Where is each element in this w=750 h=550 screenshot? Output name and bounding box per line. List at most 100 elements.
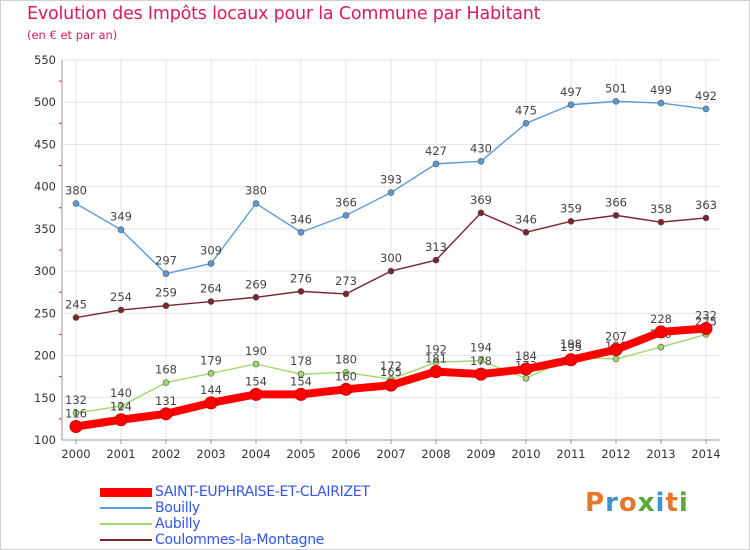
data-label-bouilly: 430 — [470, 141, 492, 155]
data-label-aubilly: 168 — [155, 363, 177, 377]
data-point-coulommes-la-montagne — [252, 293, 260, 301]
x-tick-label: 2005 — [286, 447, 315, 461]
data-point-coulommes-la-montagne — [522, 228, 530, 236]
y-tick-label: 150 — [34, 391, 56, 405]
data-point-bouilly — [387, 189, 395, 196]
data-label-aubilly: 178 — [290, 354, 312, 368]
legend-label: Coulommes-la-Montagne — [155, 532, 325, 548]
x-tick-label: 2009 — [466, 447, 495, 461]
data-label-aubilly: 198 — [560, 337, 582, 351]
data-label-bouilly: 349 — [110, 210, 132, 224]
data-point-coulommes-la-montagne — [207, 298, 215, 305]
data-label-coulommes-la-montagne: 276 — [290, 271, 312, 285]
data-label-bouilly: 497 — [560, 85, 582, 99]
y-tick-label: 250 — [34, 306, 56, 320]
data-point-saint-euphraise-et-clairizet — [114, 413, 128, 427]
proxiti-logo: Proxiti — [585, 488, 689, 518]
data-label-aubilly: 179 — [200, 353, 222, 367]
data-label-saint-euphraise-et-clairizet: 116 — [65, 406, 87, 420]
data-point-bouilly — [72, 200, 80, 207]
data-label-bouilly: 309 — [200, 244, 222, 258]
data-label-bouilly: 492 — [695, 89, 717, 103]
x-tick-label: 2002 — [151, 447, 180, 461]
data-label-bouilly: 380 — [65, 184, 87, 198]
x-tick-label: 2010 — [511, 447, 540, 461]
data-point-bouilly — [657, 99, 665, 107]
data-label-coulommes-la-montagne: 245 — [65, 298, 87, 312]
data-point-saint-euphraise-et-clairizet — [474, 367, 488, 381]
data-point-saint-euphraise-et-clairizet — [69, 419, 83, 433]
data-label-bouilly: 499 — [650, 83, 672, 97]
data-point-aubilly — [72, 409, 80, 417]
data-label-saint-euphraise-et-clairizet: 207 — [605, 330, 627, 344]
data-point-coulommes-la-montagne — [432, 256, 440, 264]
data-point-bouilly — [117, 226, 125, 234]
data-label-aubilly: 180 — [335, 352, 357, 366]
data-label-bouilly: 393 — [380, 173, 402, 187]
data-label-aubilly: 132 — [65, 393, 87, 407]
y-tick-label: 450 — [34, 137, 56, 151]
data-point-aubilly — [117, 402, 125, 410]
data-label-saint-euphraise-et-clairizet: 131 — [155, 394, 177, 408]
data-label-saint-euphraise-et-clairizet: 154 — [245, 374, 267, 388]
data-point-saint-euphraise-et-clairizet — [294, 387, 308, 401]
data-point-bouilly — [432, 160, 440, 168]
data-label-bouilly: 475 — [515, 103, 537, 117]
legend-label: SAINT-EUPHRAISE-ET-CLAIRIZET — [155, 484, 370, 500]
data-point-saint-euphraise-et-clairizet — [204, 396, 218, 410]
data-point-coulommes-la-montagne — [702, 214, 710, 222]
data-point-bouilly — [342, 212, 350, 219]
data-point-bouilly — [207, 260, 215, 267]
data-point-saint-euphraise-et-clairizet — [429, 365, 443, 379]
data-point-coulommes-la-montagne — [342, 290, 350, 298]
x-tick-label: 2003 — [196, 447, 225, 461]
data-point-bouilly — [702, 105, 710, 113]
data-label-coulommes-la-montagne: 254 — [110, 290, 132, 304]
x-tick-label: 2014 — [691, 447, 720, 461]
data-label-coulommes-la-montagne: 369 — [470, 193, 492, 207]
data-point-bouilly — [612, 98, 620, 105]
data-point-aubilly — [477, 357, 485, 364]
data-point-coulommes-la-montagne — [567, 217, 575, 225]
y-tick-label: 300 — [34, 264, 56, 278]
data-point-bouilly — [477, 158, 485, 165]
data-label-saint-euphraise-et-clairizet: 154 — [290, 374, 312, 388]
legend-label: Aubilly — [155, 516, 201, 532]
data-point-bouilly — [162, 270, 170, 277]
data-label-saint-euphraise-et-clairizet: 178 — [470, 354, 492, 368]
data-label-coulommes-la-montagne: 366 — [605, 195, 627, 209]
data-label-saint-euphraise-et-clairizet: 124 — [110, 400, 132, 414]
data-point-coulommes-la-montagne — [162, 302, 170, 310]
data-point-coulommes-la-montagne — [387, 267, 395, 275]
data-label-saint-euphraise-et-clairizet: 184 — [515, 349, 537, 363]
data-point-saint-euphraise-et-clairizet — [609, 343, 623, 357]
data-label-bouilly: 366 — [335, 195, 357, 209]
data-label-saint-euphraise-et-clairizet: 195 — [560, 340, 582, 354]
data-label-coulommes-la-montagne: 300 — [380, 251, 402, 265]
data-label-bouilly: 380 — [245, 184, 267, 198]
data-label-saint-euphraise-et-clairizet: 228 — [650, 312, 672, 326]
data-label-coulommes-la-montagne: 363 — [695, 198, 717, 212]
data-label-aubilly: 192 — [425, 342, 447, 356]
x-tick-label: 2001 — [106, 447, 135, 461]
data-point-saint-euphraise-et-clairizet — [564, 353, 578, 367]
legend-swatch — [100, 539, 152, 541]
data-point-aubilly — [297, 370, 305, 378]
data-label-aubilly: 172 — [380, 359, 402, 373]
legend-label: Bouilly — [155, 500, 200, 516]
data-label-coulommes-la-montagne: 264 — [200, 282, 222, 296]
data-label-aubilly: 140 — [110, 386, 132, 400]
y-tick-label: 200 — [34, 349, 56, 363]
data-point-coulommes-la-montagne — [657, 218, 665, 226]
data-label-saint-euphraise-et-clairizet: 165 — [380, 365, 402, 379]
y-tick-label: 500 — [34, 95, 56, 109]
data-label-aubilly: 194 — [470, 341, 492, 355]
x-tick-label: 2012 — [601, 447, 630, 461]
data-label-saint-euphraise-et-clairizet: 160 — [335, 369, 357, 383]
data-point-aubilly — [657, 343, 665, 351]
data-label-coulommes-la-montagne: 358 — [650, 202, 672, 216]
data-label-coulommes-la-montagne: 359 — [560, 201, 582, 215]
data-label-coulommes-la-montagne: 346 — [515, 212, 537, 226]
